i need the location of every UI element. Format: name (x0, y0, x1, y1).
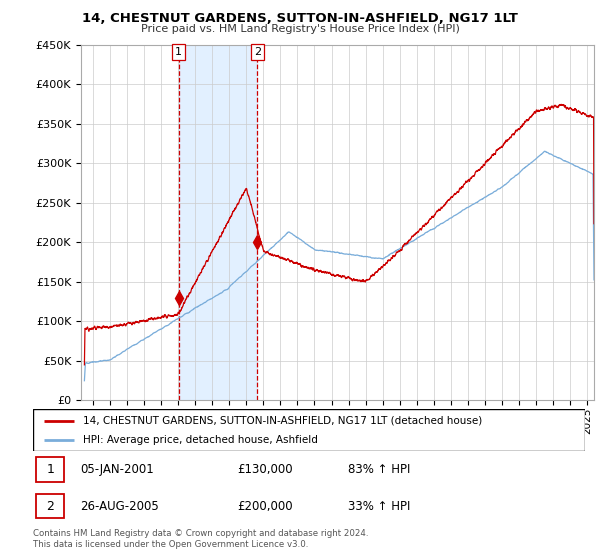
Bar (179, 45, 257, 400)
Text: 2: 2 (254, 47, 261, 57)
Text: Price paid vs. HM Land Registry's House Price Index (HPI): Price paid vs. HM Land Registry's House … (140, 24, 460, 34)
Text: 83% ↑ HPI: 83% ↑ HPI (347, 463, 410, 476)
Bar (36, 494, 64, 519)
Text: 1: 1 (175, 47, 182, 57)
Text: 05-JAN-2001: 05-JAN-2001 (80, 463, 154, 476)
Bar (36, 458, 64, 482)
Text: £130,000: £130,000 (237, 463, 293, 476)
Text: 1: 1 (46, 463, 54, 476)
Text: 2: 2 (46, 500, 54, 512)
Text: 26-AUG-2005: 26-AUG-2005 (80, 500, 158, 512)
Text: 14, CHESTNUT GARDENS, SUTTON-IN-ASHFIELD, NG17 1LT (detached house): 14, CHESTNUT GARDENS, SUTTON-IN-ASHFIELD… (83, 416, 482, 426)
Text: Contains HM Land Registry data © Crown copyright and database right 2024.
This d: Contains HM Land Registry data © Crown c… (33, 529, 368, 549)
Text: 33% ↑ HPI: 33% ↑ HPI (347, 500, 410, 512)
Text: 14, CHESTNUT GARDENS, SUTTON-IN-ASHFIELD, NG17 1LT: 14, CHESTNUT GARDENS, SUTTON-IN-ASHFIELD… (82, 12, 518, 25)
Text: HPI: Average price, detached house, Ashfield: HPI: Average price, detached house, Ashf… (83, 435, 317, 445)
Text: £200,000: £200,000 (237, 500, 293, 512)
